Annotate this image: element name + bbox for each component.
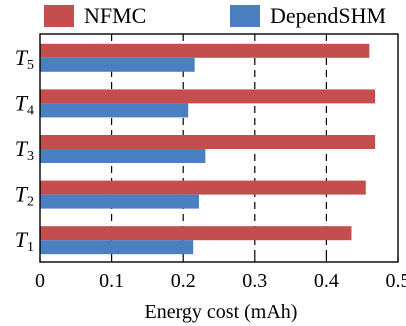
- x-tick-label: 0.4: [314, 270, 339, 292]
- y-tick-label: T2: [15, 182, 34, 210]
- x-axis-label: Energy cost (mAh): [145, 301, 298, 323]
- legend-item-dependshm: DependSHM: [230, 4, 386, 28]
- legend-label-nfmc: NFMC: [84, 3, 147, 28]
- x-tick-label: 0.5: [386, 270, 406, 292]
- bar-dependshm: [40, 149, 206, 163]
- y-tick-label: T1: [15, 227, 34, 255]
- y-tick-label: T3: [15, 136, 34, 164]
- legend-label-dependshm: DependSHM: [270, 3, 387, 28]
- x-tick-label: 0: [35, 270, 45, 292]
- y-tick-label: T5: [15, 45, 34, 73]
- x-tick-label: 0.1: [99, 270, 124, 292]
- bar-nfmc: [40, 135, 376, 149]
- y-tick-label: T4: [15, 90, 34, 118]
- bar-nfmc: [40, 180, 366, 195]
- bar-nfmc: [40, 226, 352, 241]
- bar-nfmc: [40, 89, 376, 104]
- legend: NFMC DependSHM: [0, 0, 406, 36]
- bar-dependshm: [40, 103, 189, 118]
- bar-dependshm: [40, 240, 194, 255]
- bar-dependshm: [40, 194, 199, 209]
- plot-frame: [39, 33, 399, 263]
- bar-nfmc: [40, 43, 370, 58]
- legend-item-nfmc: NFMC: [44, 4, 146, 28]
- x-tick-label: 0.3: [242, 270, 267, 292]
- bar-dependshm: [40, 57, 195, 72]
- x-tick-label: 0.2: [171, 270, 196, 292]
- legend-swatch-dependshm: [230, 5, 260, 27]
- legend-swatch-nfmc: [44, 5, 74, 27]
